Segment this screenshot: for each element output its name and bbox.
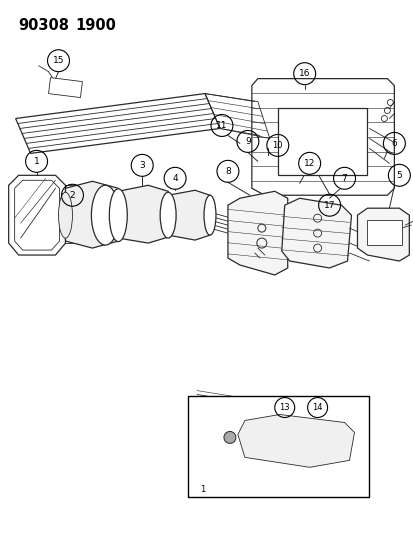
- Text: 16: 16: [298, 69, 310, 78]
- Polygon shape: [357, 208, 408, 261]
- Text: 1: 1: [199, 485, 205, 494]
- Text: 15: 15: [52, 56, 64, 65]
- Ellipse shape: [160, 192, 176, 238]
- Polygon shape: [237, 415, 354, 467]
- Ellipse shape: [58, 192, 72, 238]
- Text: 8: 8: [225, 167, 230, 176]
- FancyBboxPatch shape: [188, 395, 368, 497]
- Text: 90308: 90308: [19, 18, 69, 33]
- Text: 17: 17: [323, 201, 335, 209]
- FancyBboxPatch shape: [367, 220, 401, 245]
- Circle shape: [223, 431, 235, 443]
- Text: 9: 9: [244, 137, 250, 146]
- Text: 1900: 1900: [75, 18, 116, 33]
- Polygon shape: [118, 185, 168, 243]
- Polygon shape: [281, 198, 351, 268]
- Text: 14: 14: [312, 403, 322, 412]
- Text: 10: 10: [272, 141, 282, 150]
- Ellipse shape: [204, 195, 216, 235]
- FancyBboxPatch shape: [277, 108, 367, 175]
- Polygon shape: [168, 190, 209, 240]
- Polygon shape: [228, 191, 287, 275]
- Polygon shape: [48, 78, 82, 98]
- Ellipse shape: [91, 185, 119, 245]
- Text: 12: 12: [303, 159, 315, 168]
- Text: 13: 13: [279, 403, 290, 412]
- Text: 1: 1: [33, 157, 39, 166]
- Text: 3: 3: [139, 161, 145, 170]
- Text: 5: 5: [396, 171, 401, 180]
- Text: 4: 4: [172, 174, 178, 183]
- Text: 11: 11: [216, 121, 227, 130]
- Text: 7: 7: [341, 174, 347, 183]
- Ellipse shape: [109, 189, 127, 241]
- Polygon shape: [65, 181, 118, 248]
- Text: 2: 2: [69, 191, 75, 200]
- Text: 6: 6: [391, 139, 396, 148]
